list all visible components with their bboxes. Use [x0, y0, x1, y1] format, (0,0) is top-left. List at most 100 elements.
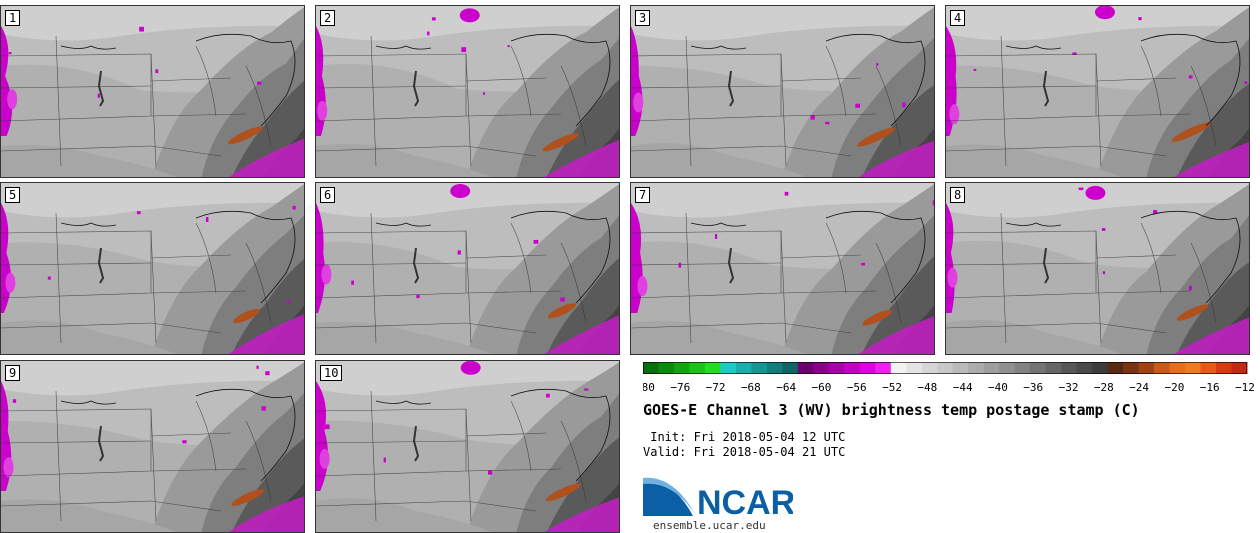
colorbar-swatch	[1185, 362, 1202, 374]
colorbar-swatch	[1231, 362, 1248, 374]
colorbar-swatch	[1107, 362, 1124, 374]
colorbar-swatch	[751, 362, 768, 374]
valid-label: Valid:	[643, 445, 687, 459]
colorbar-tick-label: −60	[812, 381, 832, 394]
colorbar-tick-label: −40	[988, 381, 1008, 394]
colorbar-frame	[643, 362, 1247, 374]
colorbar-swatch	[1030, 362, 1047, 374]
map-image	[316, 6, 619, 177]
colorbar-swatch	[906, 362, 923, 374]
map-image	[316, 183, 619, 354]
figure-title: GOES-E Channel 3 (WV) brightness temp po…	[643, 401, 1140, 419]
colorbar-tick-label: −80	[643, 381, 655, 394]
panel-3[interactable]: 3	[630, 5, 935, 178]
colorbar-tick-label: −20	[1164, 381, 1184, 394]
map-image	[316, 361, 619, 532]
colorbar-tick-label: −52	[882, 381, 902, 394]
colorbar-swatch	[890, 362, 907, 374]
panel-number: 5	[5, 187, 21, 203]
map-image	[946, 183, 1249, 354]
colorbar-swatch	[766, 362, 783, 374]
panel-9[interactable]: 9	[0, 360, 305, 533]
map-image	[1, 183, 304, 354]
panel-number: 6	[320, 187, 336, 203]
colorbar-swatch	[658, 362, 675, 374]
colorbar-swatch	[813, 362, 830, 374]
panel-number: 1	[5, 10, 21, 26]
colorbar-tick-label: −68	[741, 381, 761, 394]
valid-line: Valid: Fri 2018-05-04 21 UTC	[643, 445, 845, 459]
panel-2[interactable]: 2	[315, 5, 620, 178]
map-image	[1, 361, 304, 532]
panel-1[interactable]: 1	[0, 5, 305, 178]
colorbar: −80 −76 −72 −68 −64 −60 −56 −52 −48 −44 −40 −36 −32 −…	[643, 362, 1255, 394]
panel-number: 3	[635, 10, 651, 26]
colorbar-swatch	[1138, 362, 1155, 374]
panel-number: 2	[320, 10, 336, 26]
ncar-url: ensemble.ucar.edu	[653, 519, 766, 532]
colorbar-swatch	[1061, 362, 1078, 374]
colorbar-swatch	[999, 362, 1016, 374]
colorbar-swatch	[937, 362, 954, 374]
colorbar-swatch	[1216, 362, 1233, 374]
colorbar-swatch	[921, 362, 938, 374]
ncar-swoosh-icon	[643, 481, 693, 516]
colorbar-swatch	[643, 362, 659, 374]
map-image	[1, 6, 304, 177]
colorbar-swatch	[1092, 362, 1109, 374]
init-value: Fri 2018-05-04 12 UTC	[693, 430, 846, 444]
init-line: Init: Fri 2018-05-04 12 UTC	[643, 430, 845, 444]
colorbar-tick-label: −36	[1023, 381, 1043, 394]
ncar-logo: NCAR	[643, 477, 793, 518]
valid-value: Fri 2018-05-04 21 UTC	[693, 445, 846, 459]
panel-number: 4	[950, 10, 966, 26]
panel-7[interactable]: 7	[630, 182, 935, 355]
colorbar-tick-label: −12	[1235, 381, 1255, 394]
colorbar-tick-label: −72	[706, 381, 726, 394]
ncar-swoosh-highlight-icon	[643, 477, 695, 514]
colorbar-swatch	[689, 362, 706, 374]
colorbar-tick-label: −76	[670, 381, 690, 394]
panel-6[interactable]: 6	[315, 182, 620, 355]
panel-number: 8	[950, 187, 966, 203]
colorbar-tick-label: −48	[917, 381, 937, 394]
colorbar-tick-label: −56	[847, 381, 867, 394]
colorbar-swatch	[859, 362, 876, 374]
panel-10[interactable]: 10	[315, 360, 620, 533]
colorbar-swatch	[1014, 362, 1031, 374]
colorbar-swatch	[1154, 362, 1171, 374]
panel-number: 10	[320, 365, 343, 381]
colorbar-swatch	[875, 362, 892, 374]
colorbar-swatch	[673, 362, 690, 374]
colorbar-tick-label: −64	[776, 381, 796, 394]
panel-number: 9	[5, 365, 21, 381]
map-image	[631, 6, 934, 177]
panel-4[interactable]: 4	[945, 5, 1250, 178]
colorbar-swatch	[952, 362, 969, 374]
map-image	[946, 6, 1249, 177]
colorbar-swatch	[1045, 362, 1062, 374]
colorbar-swatch	[1169, 362, 1186, 374]
colorbar-swatch	[1123, 362, 1140, 374]
colorbar-swatch	[844, 362, 861, 374]
colorbar-swatch	[782, 362, 799, 374]
panel-number: 7	[635, 187, 651, 203]
colorbar-swatch	[1200, 362, 1217, 374]
colorbar-swatch	[704, 362, 721, 374]
colorbar-tick-label: −16	[1200, 381, 1220, 394]
panel-5[interactable]: 5	[0, 182, 305, 355]
colorbar-tick-label: −32	[1059, 381, 1079, 394]
init-label: Init:	[643, 430, 687, 444]
map-image	[631, 183, 934, 354]
colorbar-swatch	[983, 362, 1000, 374]
panel-8[interactable]: 8	[945, 182, 1250, 355]
colorbar-swatch	[828, 362, 845, 374]
colorbar-swatch	[720, 362, 737, 374]
colorbar-tick-label: −44	[953, 381, 973, 394]
colorbar-swatch	[735, 362, 752, 374]
colorbar-swatch	[1076, 362, 1093, 374]
colorbar-swatch	[968, 362, 985, 374]
ncar-logo-text: NCAR	[697, 484, 793, 518]
colorbar-tick-label: −24	[1129, 381, 1149, 394]
colorbar-swatch	[797, 362, 814, 374]
